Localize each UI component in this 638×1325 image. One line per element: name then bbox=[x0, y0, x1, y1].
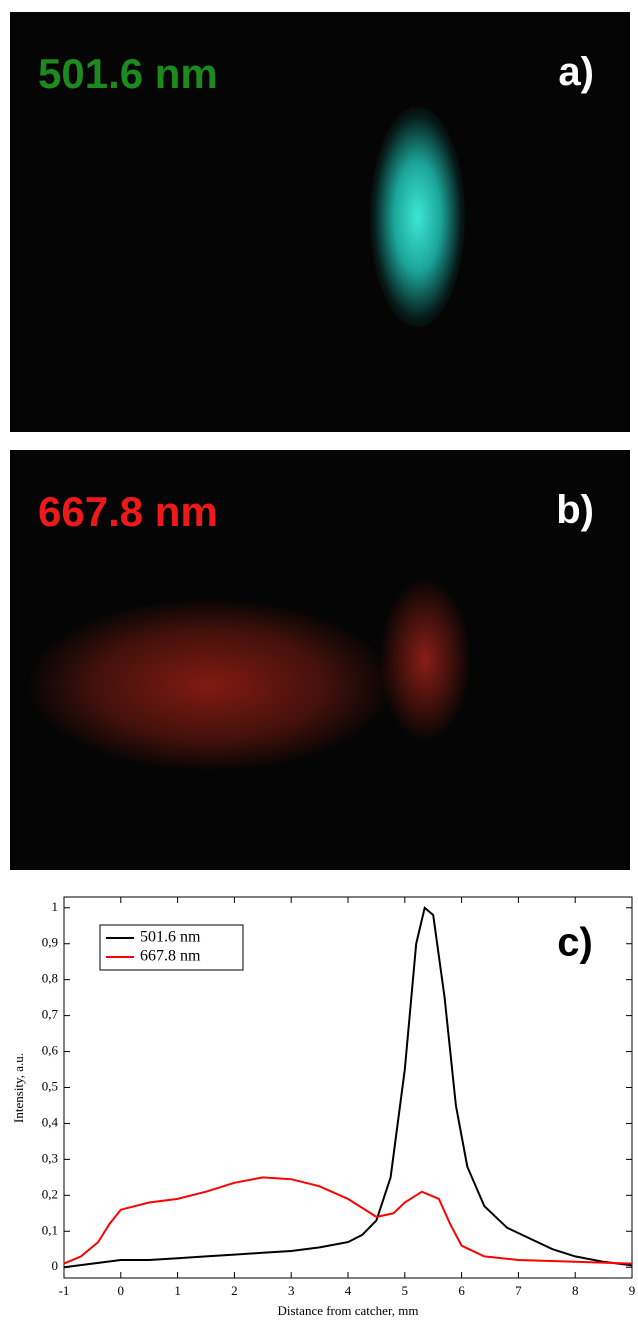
y-tick-label: 0 bbox=[52, 1258, 59, 1273]
y-tick-label: 1 bbox=[52, 899, 59, 914]
y-tick-label: 0,2 bbox=[42, 1186, 58, 1201]
emission-glow bbox=[30, 600, 390, 770]
x-tick-label: 9 bbox=[629, 1283, 636, 1298]
y-axis-label: Intensity, a.u. bbox=[11, 1053, 26, 1123]
x-tick-label: 5 bbox=[402, 1283, 409, 1298]
x-tick-label: 4 bbox=[345, 1283, 352, 1298]
emission-spot bbox=[380, 580, 470, 740]
legend-box bbox=[99, 924, 244, 971]
legend-label: 667.8 nm bbox=[140, 948, 201, 965]
x-tick-label: -1 bbox=[59, 1283, 70, 1298]
x-tick-label: 2 bbox=[231, 1283, 238, 1298]
panel-label: 667.8 nm bbox=[38, 488, 218, 535]
emission-spot bbox=[370, 107, 465, 327]
data-line bbox=[63, 905, 633, 1269]
y-tick-label: 0,3 bbox=[42, 1150, 58, 1165]
panel-tag: a) bbox=[558, 50, 594, 94]
panel-tag: b) bbox=[556, 488, 594, 532]
y-tick-label: 0,5 bbox=[42, 1078, 58, 1093]
y-tick-label: 0,9 bbox=[42, 935, 58, 950]
panel-b: 667.8 nm b) bbox=[10, 450, 630, 870]
x-tick-label: 0 bbox=[118, 1283, 125, 1298]
panel-label: 501.6 nm bbox=[38, 50, 218, 97]
x-tick-label: 3 bbox=[288, 1283, 295, 1298]
panel-a: 501.6 nm a) bbox=[10, 12, 630, 432]
x-tick-label: 7 bbox=[515, 1283, 522, 1298]
x-tick-label: 1 bbox=[174, 1283, 181, 1298]
panel-tag: c) bbox=[557, 921, 593, 965]
data-line bbox=[63, 1176, 633, 1265]
legend-label: 501.6 nm bbox=[140, 929, 201, 946]
x-tick-label: 8 bbox=[572, 1283, 579, 1298]
y-tick-label: 0,8 bbox=[42, 971, 58, 986]
y-tick-label: 0,4 bbox=[42, 1114, 59, 1129]
chart: Distance from catcher, mm Intensity, a.u… bbox=[11, 896, 636, 1318]
y-tick-label: 0,7 bbox=[42, 1007, 59, 1022]
y-tick-label: 0,1 bbox=[42, 1222, 58, 1237]
x-tick-label: 6 bbox=[458, 1283, 465, 1298]
y-tick-label: 0,6 bbox=[42, 1043, 59, 1058]
x-axis-label: Distance from catcher, mm bbox=[278, 1303, 419, 1318]
